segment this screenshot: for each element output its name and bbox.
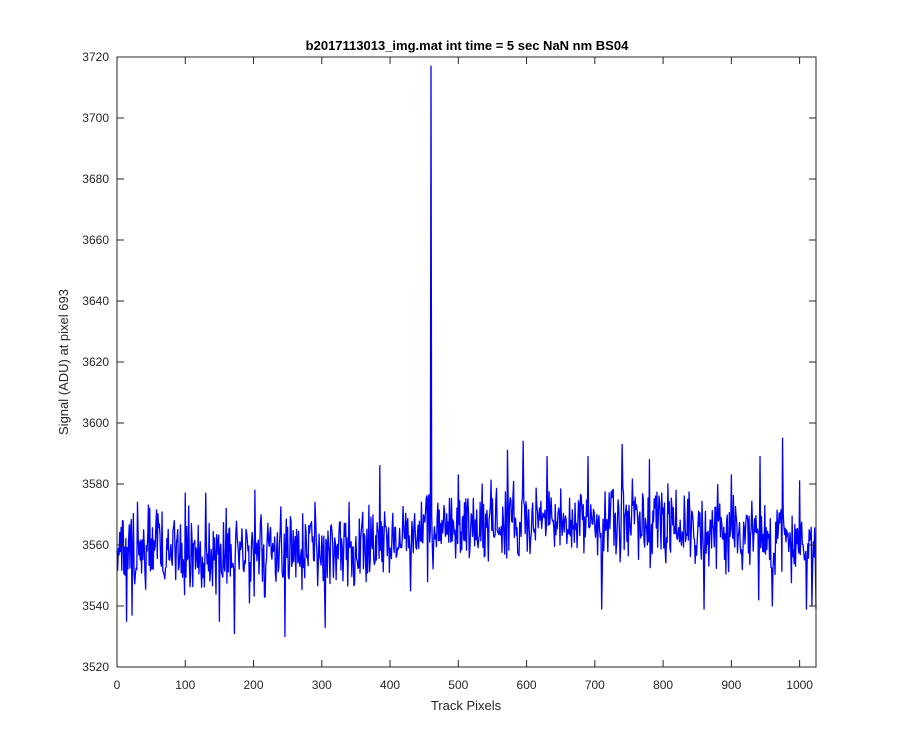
y-axis: 3520 3540 3560 3580 3600 3620 3640 3660 3680 3700… <box>82 50 816 674</box>
y-axis-label: Signal (ADU) at pixel 693 <box>56 289 71 435</box>
x-tick-label: 1000 <box>786 678 813 692</box>
x-tick-label: 100 <box>175 678 195 692</box>
y-tick-label: 3580 <box>82 477 109 491</box>
y-tick-label: 3700 <box>82 111 109 125</box>
x-tick-label: 200 <box>244 678 264 692</box>
x-tick-label: 500 <box>448 678 468 692</box>
x-axis-label: Track Pixels <box>431 698 502 713</box>
y-tick-label: 3520 <box>82 660 109 674</box>
y-tick-label: 3720 <box>82 50 109 64</box>
x-tick-label: 600 <box>517 678 537 692</box>
y-tick-label: 3600 <box>82 416 109 430</box>
x-tick-label: 400 <box>380 678 400 692</box>
plot-area <box>116 56 817 668</box>
y-tick-label: 3540 <box>82 599 109 613</box>
y-tick-label: 3680 <box>82 172 109 186</box>
series-line <box>116 65 817 638</box>
x-tick-label: 0 <box>114 678 121 692</box>
x-tick-label: 800 <box>653 678 673 692</box>
y-tick-label: 3660 <box>82 233 109 247</box>
y-tick-label: 3620 <box>82 355 109 369</box>
x-axis: 0 100 200 300 400 500 600 700 800 900 1000 <box>114 57 813 692</box>
x-tick-label: 300 <box>312 678 332 692</box>
y-tick-label: 3560 <box>82 538 109 552</box>
y-tick-label: 3640 <box>82 294 109 308</box>
chart-title: b2017113013_img.mat int time = 5 sec NaN… <box>306 38 629 53</box>
series-layer <box>116 65 817 638</box>
x-tick-label: 900 <box>721 678 741 692</box>
x-tick-label: 700 <box>585 678 605 692</box>
